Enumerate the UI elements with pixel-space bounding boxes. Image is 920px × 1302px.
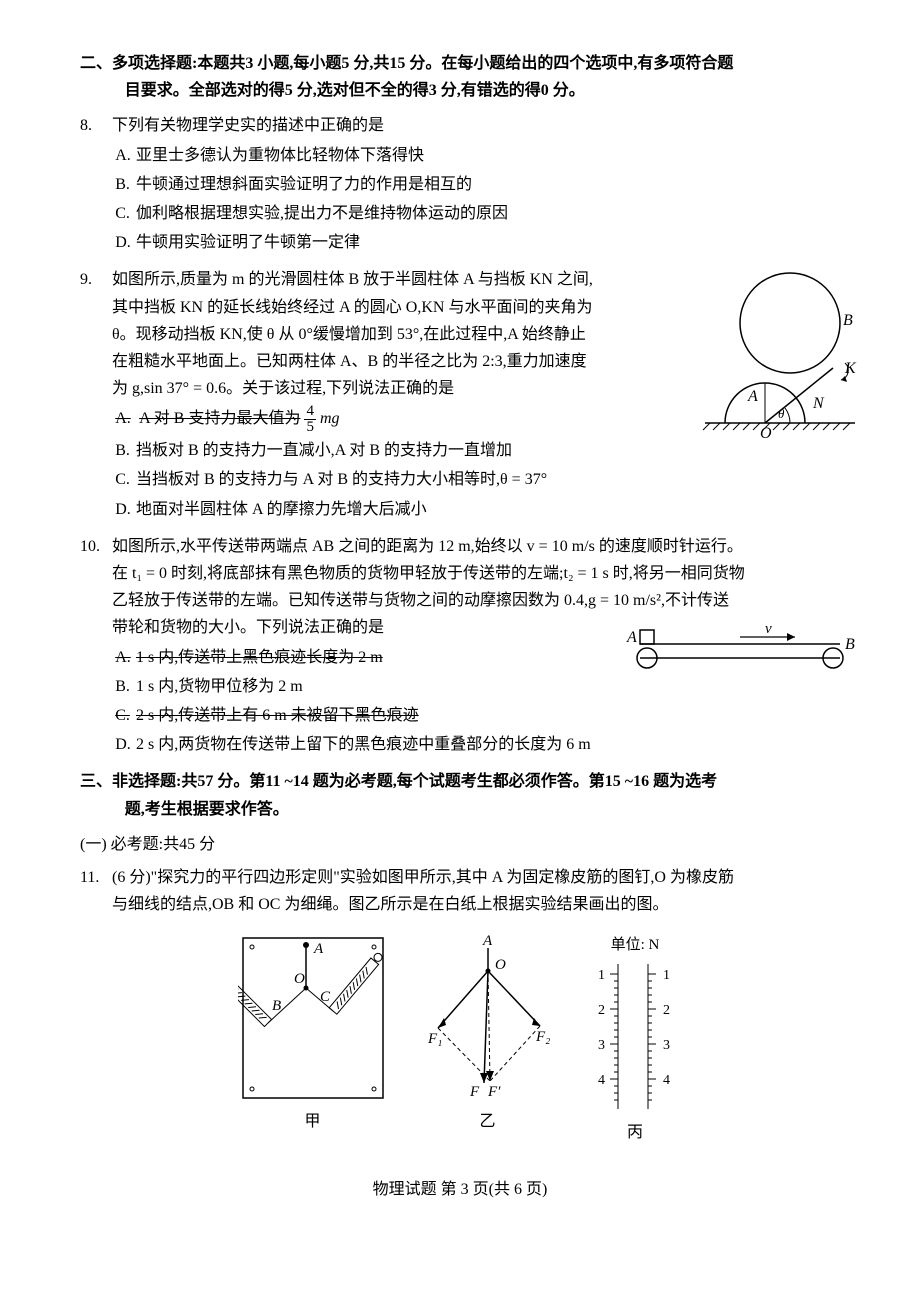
svg-text:v: v [765, 625, 772, 637]
svg-text:A: A [482, 933, 493, 949]
section-3-line2: 题,考生根据要求作答。 [80, 796, 840, 823]
svg-text:2: 2 [598, 1003, 605, 1018]
q11-fig3: 1 2 3 4 1 2 3 4 [588, 959, 683, 1114]
svg-text:N: N [812, 395, 825, 412]
q9-num: 9. [80, 266, 112, 402]
svg-text:1: 1 [663, 968, 670, 983]
q10-opt-c: C.2 s 内,传送带上有 6 m 未被留下黑色痕迹 [80, 702, 840, 729]
section-2-line1: 二、多项选择题:本题共3 小题,每小题5 分,共15 分。在每小题给出的四个选项… [80, 55, 733, 72]
q11-fig2: A O F₁ F₂ F F′ [418, 933, 558, 1103]
q8-num: 8. [80, 112, 112, 139]
svg-text:O: O [760, 425, 772, 442]
q8-opt-d: D.牛顿用实验证明了牛顿第一定律 [80, 229, 840, 256]
svg-text:O: O [294, 971, 305, 987]
question-9: 9. 如图所示,质量为 m 的光滑圆柱体 B 放于半圆柱体 A 与挡板 KN 之… [80, 266, 840, 523]
svg-text:F₁: F₁ [427, 1031, 442, 1047]
section-3-sub1: (一) 必考题:共45 分 [80, 831, 840, 858]
q11-fig1-label: 甲 [304, 1108, 320, 1135]
svg-text:F′: F′ [487, 1084, 501, 1100]
q10-opt-b: B.1 s 内,货物甲位移为 2 m [80, 673, 840, 700]
svg-text:4: 4 [663, 1073, 670, 1088]
q11-fig1: A O B C [238, 933, 388, 1103]
question-10: 10. 如图所示,水平传送带两端点 AB 之间的距离为 12 m,始终以 v =… [80, 533, 840, 759]
q8-opt-b: B.牛顿通过理想斜面实验证明了力的作用是相互的 [80, 171, 840, 198]
page-footer: 物理试题 第 3 页(共 6 页) [80, 1176, 840, 1203]
q11-unit-label: 单位: N [611, 933, 660, 959]
q11-fig2-label: 乙 [479, 1108, 495, 1135]
svg-text:K: K [844, 360, 857, 377]
svg-text:B: B [272, 998, 281, 1014]
q9-opt-c: C.当挡板对 B 的支持力与 A 对 B 的支持力大小相等时,θ = 37° [80, 466, 840, 493]
section-3-line1: 三、非选择题:共57 分。第11 ~14 题为必考题,每个试题考生都必须作答。第… [80, 773, 717, 790]
q8-stem: 下列有关物理学史实的描述中正确的是 [112, 112, 840, 139]
q9-figure: B K N A O θ [695, 268, 865, 443]
svg-text:A: A [747, 388, 758, 405]
section-2-line2: 目要求。全部选对的得5 分,选对但不全的得3 分,有错选的得0 分。 [80, 77, 840, 104]
q10-opt-d: D.2 s 内,两货物在传送带上留下的黑色痕迹中重叠部分的长度为 6 m [80, 731, 840, 758]
svg-text:F₂: F₂ [535, 1029, 550, 1045]
q9-fraction: 45 [304, 404, 316, 435]
q9-opt-d: D.地面对半圆柱体 A 的摩擦力先增大后减小 [80, 496, 840, 523]
q11-figures: A O B C [80, 933, 840, 1146]
svg-text:F: F [469, 1084, 480, 1100]
q8-opt-a: A.亚里士多德认为重物体比轻物体下落得快 [80, 142, 840, 169]
svg-text:B: B [845, 636, 855, 653]
svg-text:C: C [320, 989, 331, 1005]
svg-text:4: 4 [598, 1073, 605, 1088]
svg-text:θ: θ [778, 406, 785, 421]
svg-text:2: 2 [663, 1003, 670, 1018]
q11-num: 11. [80, 864, 112, 918]
svg-text:1: 1 [598, 968, 605, 983]
section-2-header: 二、多项选择题:本题共3 小题,每小题5 分,共15 分。在每小题给出的四个选项… [80, 50, 840, 104]
q10-figure: A B v [625, 625, 855, 675]
section-3-header: 三、非选择题:共57 分。第11 ~14 题为必考题,每个试题考生都必须作答。第… [80, 768, 840, 822]
q8-opt-c: C.伽利略根据理想实验,提出力不是维持物体运动的原因 [80, 200, 840, 227]
question-8: 8. 下列有关物理学史实的描述中正确的是 A.亚里士多德认为重物体比轻物体下落得… [80, 112, 840, 256]
q11-stem: (6 分)"探究力的平行四边形定则"实验如图甲所示,其中 A 为固定橡皮筋的图钉… [112, 864, 840, 918]
svg-text:O: O [495, 957, 506, 973]
svg-text:A: A [626, 629, 637, 646]
q11-fig3-label: 丙 [627, 1119, 643, 1146]
question-11: 11. (6 分)"探究力的平行四边形定则"实验如图甲所示,其中 A 为固定橡皮… [80, 864, 840, 1146]
svg-text:3: 3 [598, 1038, 605, 1053]
q10-num: 10. [80, 533, 112, 642]
svg-text:3: 3 [663, 1038, 670, 1053]
svg-text:B: B [843, 312, 853, 329]
svg-text:A: A [313, 941, 324, 957]
